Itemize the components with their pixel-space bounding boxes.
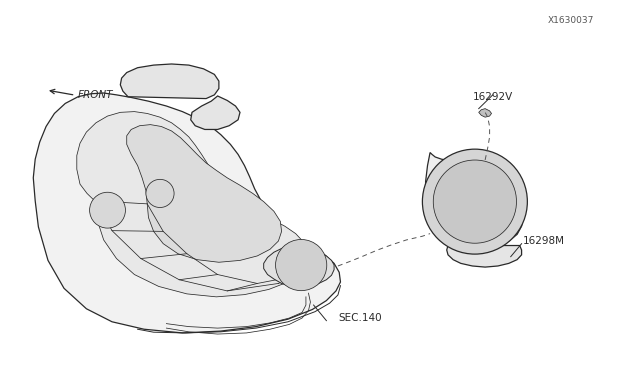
- Polygon shape: [426, 153, 524, 248]
- Circle shape: [422, 149, 527, 254]
- Polygon shape: [447, 246, 522, 267]
- Polygon shape: [77, 112, 308, 297]
- Text: SEC.140: SEC.140: [338, 313, 381, 323]
- Text: FRONT: FRONT: [78, 90, 113, 100]
- Text: X1630037: X1630037: [548, 16, 594, 25]
- Circle shape: [90, 192, 125, 228]
- Polygon shape: [33, 93, 340, 333]
- Polygon shape: [120, 64, 219, 99]
- Circle shape: [433, 160, 516, 243]
- Text: 16298M: 16298M: [523, 236, 565, 246]
- Polygon shape: [479, 109, 492, 117]
- Polygon shape: [264, 245, 334, 287]
- Text: 16292V: 16292V: [473, 92, 513, 102]
- Polygon shape: [127, 125, 282, 262]
- Circle shape: [146, 179, 174, 208]
- Circle shape: [276, 240, 327, 291]
- Polygon shape: [191, 96, 240, 129]
